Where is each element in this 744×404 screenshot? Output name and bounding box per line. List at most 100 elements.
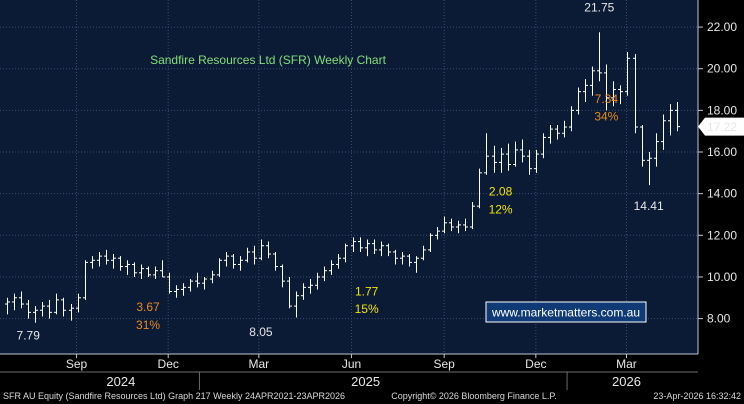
y-axis: 8.00 10.00 12.00 14.00 16.00 18.00 20.00 22.00 [697,0,737,354]
ohlc-bar [590,66,595,96]
ohlc-bar [597,32,602,82]
ohlc-bar [654,133,659,167]
price-annotation: 12% [489,202,513,216]
ohlc-bar [259,239,264,261]
x-tick-label: Sep [66,357,88,371]
ohlc-bar [407,254,412,267]
ohlc-bar [97,251,102,267]
ohlc-bar [160,260,165,278]
price-annotation: 1.77 [355,285,379,299]
y-tick-label: 16.00 [707,145,737,159]
ohlc-bar [210,270,215,284]
ohlc-bar [54,293,59,315]
ohlc-bar [33,306,38,323]
ohlc-bar [146,266,151,277]
ohlc-bar [569,106,574,132]
ohlc-bar [477,168,482,209]
y-tick-label: 22.00 [707,20,737,34]
x-tick-label: Dec [158,357,179,371]
ohlc-bar [245,247,250,263]
price-annotation: 7.34 [595,92,619,106]
ohlc-bar [343,243,348,263]
y-tick-label: 12.00 [707,228,737,242]
price-annotation: 15% [355,302,379,316]
price-annotation: 3.67 [136,300,160,314]
ohlc-bar [322,266,327,282]
price-annotation: 7.79 [17,328,41,342]
ohlc-bar [604,64,609,111]
ohlc-bar [104,249,109,265]
ohlc-bar [640,124,645,167]
ohlc-bar [534,149,539,173]
ohlc-bar [19,291,24,309]
x-axis: Sep Dec Mar Jun Sep Dec Mar 2024 2025 2026 [0,353,698,390]
footer: SFR AU Equity (Sandfire Resources Ltd) G… [3,391,741,401]
ohlc-bar [69,304,74,321]
ohlc-bar [456,220,461,234]
last-price-marker [698,117,744,136]
ohlc-bar [224,251,229,267]
price-annotation: 14.41 [634,199,664,213]
ohlc-bar [266,241,271,259]
ohlc-bar [273,251,278,271]
ohlc-bar [428,233,433,252]
price-annotation: 8.05 [249,325,273,339]
ohlc-bar [301,283,306,300]
year-label: 2025 [351,374,380,389]
ohlc-bar [675,102,680,132]
price-annotation: 34% [594,110,618,124]
watermark-text[interactable]: www.marketmatters.com.au [491,306,640,320]
watermark-frame [485,301,647,323]
year-label: 2024 [106,374,135,389]
ohlc-bar [83,260,88,300]
ohlc-bar [548,124,553,144]
ohlc-bar [541,133,546,159]
ohlc-bar [118,256,123,271]
ohlc-bar [238,256,243,271]
ohlc-bar [181,283,186,296]
x-tick-label: Sep [434,357,456,371]
ohlc-bar [576,87,581,115]
footer-right: 23-Apr-2026 16:32:42 [653,391,741,401]
y-tick-label: 20.00 [707,62,737,76]
footer-center: Copyright© 2026 Bloomberg Finance L.P. [391,391,557,401]
last-price-label: 17.22 [707,120,737,134]
ohlc-bar [400,251,405,265]
y-tick-label: 10.00 [707,270,737,284]
ohlc-bar [435,226,440,240]
ohlc-bar [111,254,116,269]
ohlc-bar [294,291,299,318]
ohlc-bar [287,276,292,309]
watermark-box[interactable]: www.marketmatters.com.au [485,301,647,323]
ohlc-bar [167,272,172,294]
ohlc-bar [661,114,666,150]
year-label: 2026 [612,374,641,389]
ohlc-bar [202,276,207,290]
ohlc-bar [47,299,52,319]
ohlc-bar [449,218,454,232]
annotations: 21.75 7.34 34% 2.08 12% 14.41 1.77 15% 3.67 31% 8.… [17,0,664,342]
ohlc-bar [625,52,630,96]
ohlc-bar [153,266,158,280]
ohlc-bar [139,264,144,280]
ohlc-bar [611,81,616,107]
ohlc-bar [527,149,532,175]
x-tick-label: Dec [525,357,546,371]
ohlc-bar [336,254,341,269]
ohlc-bar [393,249,398,265]
ohlc-bar [125,260,130,275]
ohlc-bar [668,104,673,136]
ohlc-bar [61,297,66,317]
ohlc-bar [583,79,588,103]
ohlc-bar [195,272,200,288]
ohlc-bar [379,241,384,257]
ohlc-bar [231,254,236,269]
last-price-tag: 17.22 [698,117,744,136]
price-annotation: 2.08 [489,185,513,199]
ohlc-bar [520,139,525,163]
ohlc-bar [506,143,511,171]
ohlc-bar [90,256,95,269]
ohlc-bar [329,260,334,275]
